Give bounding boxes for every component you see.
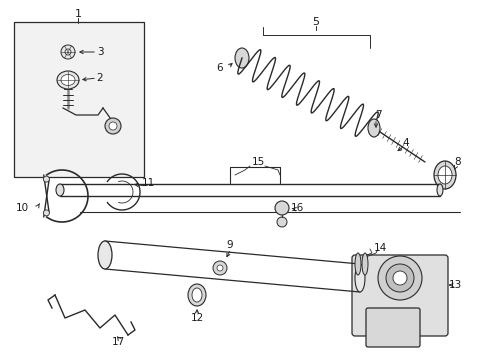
FancyBboxPatch shape xyxy=(351,255,447,336)
Text: 7: 7 xyxy=(374,110,381,120)
Circle shape xyxy=(213,261,226,275)
Ellipse shape xyxy=(192,288,202,302)
Ellipse shape xyxy=(437,166,451,184)
Circle shape xyxy=(61,45,75,59)
Text: 5: 5 xyxy=(312,17,319,27)
Text: 14: 14 xyxy=(373,243,386,253)
Ellipse shape xyxy=(354,264,364,292)
Text: 4: 4 xyxy=(402,138,408,148)
FancyBboxPatch shape xyxy=(365,308,419,347)
Circle shape xyxy=(43,176,49,182)
Circle shape xyxy=(65,49,71,55)
Text: 8: 8 xyxy=(454,157,460,167)
Text: 10: 10 xyxy=(16,203,28,213)
Text: 12: 12 xyxy=(190,313,203,323)
Circle shape xyxy=(385,264,413,292)
Circle shape xyxy=(43,210,49,216)
Text: 6: 6 xyxy=(216,63,223,73)
Bar xyxy=(14,22,143,177)
Ellipse shape xyxy=(187,284,205,306)
Text: 17: 17 xyxy=(111,337,124,347)
Text: 15: 15 xyxy=(251,157,264,167)
Text: 1: 1 xyxy=(74,9,81,19)
Ellipse shape xyxy=(354,253,360,275)
Ellipse shape xyxy=(361,253,367,275)
Text: 16: 16 xyxy=(290,203,303,213)
Text: 2: 2 xyxy=(97,73,103,83)
Text: 13: 13 xyxy=(447,280,461,290)
Ellipse shape xyxy=(436,184,442,196)
Ellipse shape xyxy=(61,75,75,86)
Ellipse shape xyxy=(235,48,248,68)
Ellipse shape xyxy=(56,184,64,196)
Circle shape xyxy=(105,118,121,134)
Circle shape xyxy=(109,122,117,130)
Circle shape xyxy=(377,256,421,300)
Circle shape xyxy=(276,217,286,227)
Circle shape xyxy=(217,265,223,271)
Ellipse shape xyxy=(367,119,379,137)
Ellipse shape xyxy=(433,161,455,189)
Text: 11: 11 xyxy=(141,178,154,188)
Circle shape xyxy=(392,271,406,285)
Text: 9: 9 xyxy=(226,240,233,250)
Circle shape xyxy=(274,201,288,215)
Text: 3: 3 xyxy=(97,47,103,57)
Ellipse shape xyxy=(98,241,112,269)
Ellipse shape xyxy=(57,71,79,89)
